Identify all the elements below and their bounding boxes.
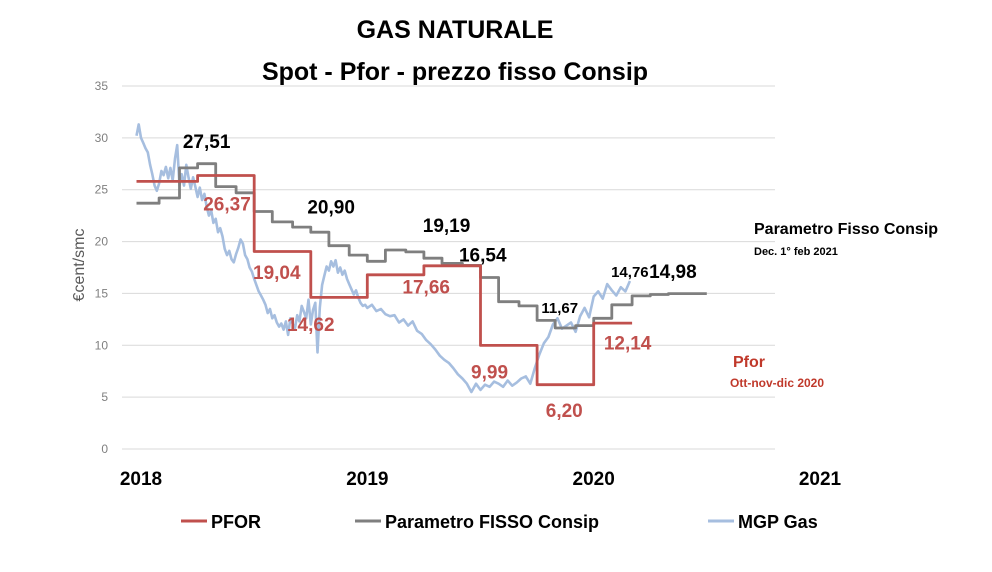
y-tick-label: 30 [95, 131, 109, 145]
data-label: 20,90 [307, 198, 355, 219]
legend-label: PFOR [211, 512, 261, 532]
pfor-note-title: Pfor [733, 354, 765, 371]
y-tick-label: 10 [95, 338, 109, 352]
data-label: 14,98 [649, 262, 697, 283]
data-label: 16,54 [459, 245, 507, 266]
series-parametro-fisso [136, 162, 707, 330]
x-axis-year-labels: 2018 2019 2020 2021 [120, 469, 842, 490]
data-label: 11,67 [541, 300, 578, 317]
x-year-label: 2019 [346, 469, 388, 490]
data-annotations: 27,51 26,37 20,90 19,04 14,62 19,19 17,66 16,54… [183, 132, 697, 422]
y-axis-label: €cent/smc [71, 229, 88, 302]
series-mgp-gas [135, 123, 632, 394]
y-tick-label: 20 [95, 235, 109, 249]
legend-label: Parametro FISSO Consip [385, 512, 599, 532]
data-label: 14,76 [611, 264, 649, 281]
y-axis-ticks: 0 5 10 15 20 25 30 35 [95, 79, 109, 456]
data-label: 17,66 [402, 277, 450, 298]
y-tick-label: 35 [95, 79, 109, 93]
data-label: 19,19 [423, 216, 471, 237]
pfor-note-subtitle: Ott-nov-dic 2020 [730, 376, 824, 390]
consip-note-subtitle: Dec. 1° feb 2021 [754, 246, 838, 258]
data-label: 9,99 [471, 362, 508, 383]
series-line [136, 174, 633, 387]
y-tick-label: 15 [95, 286, 109, 300]
data-label: 27,51 [183, 132, 231, 153]
data-label: 12,14 [604, 333, 652, 354]
series-pfor [136, 174, 633, 387]
y-tick-label: 5 [101, 390, 108, 404]
series-line [136, 162, 707, 330]
chart-subtitle: Spot - Pfor - prezzo fisso Consip [262, 58, 648, 86]
data-label: 6,20 [546, 401, 583, 422]
y-tick-label: 25 [95, 183, 109, 197]
series-line [135, 123, 632, 394]
chart-title: GAS NATURALE [357, 16, 554, 44]
gridlines [122, 85, 775, 450]
consip-note-title: Parametro Fisso Consip [754, 221, 938, 238]
data-label: 19,04 [253, 263, 301, 284]
x-year-label: 2018 [120, 469, 162, 490]
data-label: 14,62 [287, 315, 335, 336]
legend-label: MGP Gas [738, 512, 818, 532]
x-year-label: 2020 [573, 469, 615, 490]
data-label: 26,37 [203, 194, 251, 215]
x-year-label: 2021 [799, 469, 842, 490]
y-tick-label: 0 [101, 442, 108, 456]
legend: PFOR Parametro FISSO Consip MGP Gas [181, 512, 818, 532]
